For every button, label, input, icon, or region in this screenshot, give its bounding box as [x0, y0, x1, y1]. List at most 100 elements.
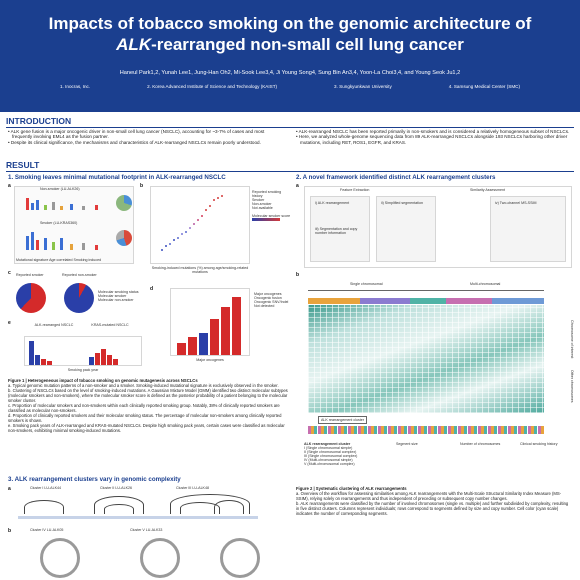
fig3-arc: [170, 494, 250, 514]
fig3-chrom-bar: [18, 516, 258, 519]
fig2a-item: iii) Segmentation and copy number inform…: [315, 227, 358, 235]
fig2b-dendrogram: [308, 290, 544, 298]
fig1c-left-label: Reported smoker: [16, 273, 44, 277]
fig1d-bars: [170, 288, 250, 356]
fig2b-side-bottom: Other chromosomes: [570, 370, 574, 403]
caption-line: b. Clustering of NSCLCs based on the lev…: [8, 388, 288, 403]
legend-scale-label: Molecular smoker score: [252, 214, 291, 218]
fig1d-xlabel: Major oncogenes: [196, 358, 224, 362]
panel-label-1c: c: [8, 270, 11, 276]
legend-title: Molecular smoking status: [98, 290, 139, 294]
fig2-legend-chrom: Number of chromosomes: [460, 442, 501, 446]
legend-item: I (Single chromosomal simple): [304, 446, 353, 450]
caption-line: c. Proportion of molecular smokers and n…: [8, 403, 280, 413]
legend-item: II (Single chromosomal complex): [304, 450, 357, 454]
fig1c-pie-smoker: [16, 283, 46, 313]
fig2a-item: ii) Simplified segmentation: [381, 201, 423, 205]
legend-item: III (Single chromosomal complex): [304, 454, 358, 458]
legend-item: V (Multi-chromosomal complex): [304, 462, 355, 466]
fig2-caption: Figure 2 | Systematic clustering of ALK …: [296, 486, 572, 516]
caption-title: Figure 2 | Systematic clustering of ALK …: [296, 486, 407, 491]
fig1a-pie-bottom: [116, 230, 132, 246]
panel-label-1e: e: [8, 320, 11, 326]
fig2a-item: iv) Two-channel MS-SSIM: [495, 201, 537, 205]
intro-left-list: ALK gene fusion is a major oncogenic dri…: [8, 129, 283, 145]
result-sub-1: 1. Smoking leaves minimal mutational foo…: [8, 174, 226, 181]
fig1c-pie-nonsmoker: [64, 283, 94, 313]
fig3-arc: [104, 504, 134, 514]
fig2b-bottom-label: ALK rearrangement cluster: [318, 416, 367, 424]
panel-label-1a: a: [8, 183, 11, 189]
legend-item: Molecular non-smoker: [98, 298, 134, 302]
legend-title: ALK rearrangement cluster: [304, 442, 351, 446]
intro-right-list: ALK-rearranged NSCLC has been reported p…: [296, 129, 572, 145]
cluster-stripe: [446, 298, 492, 304]
fig2a-box-1: i) ALK rearrangement iii) Segmentation a…: [310, 196, 370, 262]
fig2-cluster-legend: ALK rearrangement cluster I (Single chro…: [304, 442, 388, 466]
intro-bullet: Despite its clinical significance, the m…: [8, 140, 283, 145]
caption-line: a. Typical genomic mutation patterns of …: [8, 383, 279, 388]
fig2a-left-title: Feature Extraction: [340, 188, 370, 192]
cluster-stripe: [410, 298, 446, 304]
fig2-legend-segment: Segment size: [396, 442, 418, 446]
legend-item: Oncogenic SNV/Indel: [254, 300, 289, 304]
legend-scale-bar: [252, 218, 280, 221]
title-line-1: Impacts of tobacco smoking on the genomi…: [48, 14, 532, 33]
affiliation: 3. Sungkyunkwan University: [334, 84, 392, 89]
panel-label-1d: d: [150, 286, 154, 292]
fig1b-xlabel: Smoking-induced mutations (%) among age/…: [151, 266, 249, 274]
fig3-circos: [220, 538, 260, 578]
affiliation: 2. Korea Advanced Institute of Science a…: [147, 84, 278, 89]
caption-line: d. Proportion of clinically reported smo…: [8, 413, 282, 423]
fig1d-legend: Major oncogenes Oncogenic fusion Oncogen…: [254, 292, 290, 308]
legend-title: Reported smoking history: [252, 190, 282, 198]
cluster-stripe: [492, 298, 544, 304]
legend-item: Not available: [252, 206, 273, 210]
legend-item: Non-smoker: [252, 202, 272, 206]
fig2a-box-2: ii) Simplified segmentation: [376, 196, 436, 262]
fig3-label: Cluster II LU-ALK26: [100, 486, 132, 490]
fig1b-scatter: [150, 186, 250, 264]
fig3-label: Cluster I LU-ALK44: [30, 486, 61, 490]
affiliation: 1. Inocras, Inc.: [60, 84, 91, 89]
cluster-stripe: [308, 298, 360, 304]
fig2a-right-title: Similarity Assessment: [470, 188, 505, 192]
title-alk: ALK: [116, 35, 152, 54]
fig2a-box-3: iv) Two-channel MS-SSIM: [490, 196, 566, 262]
fig2b-side-top: Chromosome of interest: [570, 320, 574, 359]
fig1a-footer: Mutational signature Age correlated Smok…: [16, 258, 102, 262]
intro-bullet: ALK-rearranged NSCLC has been reported p…: [296, 129, 572, 134]
fig1e-histogram: [24, 336, 142, 366]
fig1e-right-label: KRAS-mutated NSCLC: [91, 323, 129, 327]
fig2b-annotation-bar: [308, 426, 544, 434]
fig2a-item: i) ALK rearrangement: [315, 201, 350, 205]
fig1b-legend: Reported smoking history Smoker Non-smok…: [252, 190, 292, 221]
legend-item: Oncogenic fusion: [254, 296, 282, 300]
result-sub-3: 3. ALK rearrangement clusters vary in ge…: [8, 476, 181, 483]
caption-line: e. Smoking pack years of ALK-rearranged …: [8, 423, 285, 433]
fig1-caption: Figure 1 | Heterogeneous impact of tobac…: [8, 378, 288, 433]
caption-line: b. ALK rearrangements were classified by…: [296, 501, 569, 516]
result-sub-2: 2. A novel framework identified distinct…: [296, 174, 496, 181]
fig3-arc: [214, 500, 244, 514]
caption-line: a. Overview of the workflow for assessin…: [296, 491, 562, 501]
fig1a-panel: [14, 186, 134, 264]
caption-title: Figure 1 | Heterogeneous impact of tobac…: [8, 378, 198, 383]
legend-title: Major oncogenes: [254, 292, 282, 296]
legend-item: Molecular smoker: [98, 294, 127, 298]
fig1e-xlabel: Smoking pack year: [67, 368, 99, 372]
fig3-label: Cluster III LU-ALK48: [176, 486, 209, 490]
legend-item: Smoker: [252, 198, 265, 202]
legend-item: IV (Multi-chromosomal simple): [304, 458, 353, 462]
fig3-arc: [24, 500, 64, 514]
fig1c-legend: Molecular smoking status Molecular smoke…: [98, 290, 146, 302]
panel-label-3a: a: [8, 486, 11, 492]
fig2b-heatmap: [308, 305, 544, 413]
panel-label-3b: b: [8, 528, 12, 534]
fig2-legend-smoking: Clinical smoking history: [520, 442, 558, 446]
fig1a-pie-top: [116, 195, 132, 211]
panel-label-2b: b: [296, 272, 300, 278]
fig2b-top-right: Multi-chromosomal: [470, 282, 501, 286]
fig2b-top-left: Single chromosomal: [350, 282, 383, 286]
fig3-circos: [140, 538, 180, 578]
